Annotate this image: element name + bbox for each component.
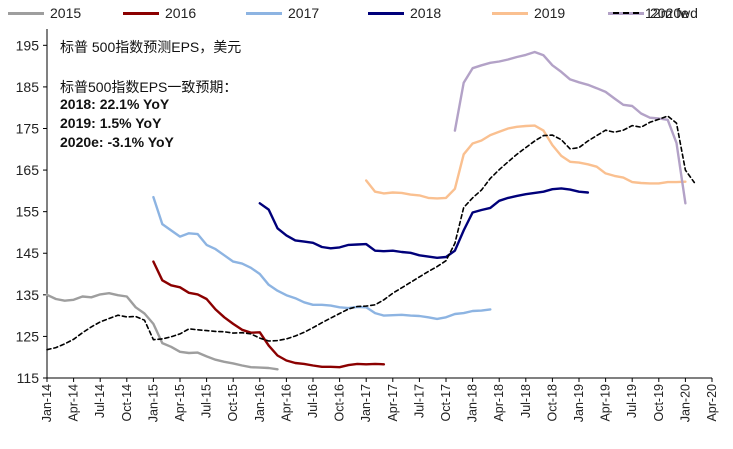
x-tick-label: Jul-19	[625, 384, 639, 418]
x-tick-label: Apr-20	[705, 384, 719, 422]
y-tick-label: 165	[16, 162, 40, 178]
x-tick-label: Apr-18	[492, 384, 506, 422]
legend-swatch	[492, 11, 528, 15]
y-tick-label: 185	[16, 79, 40, 95]
annotation-2018: 2018: 22.1% YoY	[60, 96, 170, 112]
series-line-12m-fwd	[46, 115, 696, 351]
axes: 115 125 135 145 155 165 175 185 195 Jan-14 Apr-14 J…	[16, 29, 719, 422]
x-tick-label: Jul-14	[93, 384, 107, 418]
legend-label: 2017	[288, 5, 320, 21]
x-tick-label: Apr-17	[386, 384, 400, 422]
x-tick-label: Oct-19	[652, 384, 666, 422]
y-tick-label: 125	[16, 328, 40, 344]
series-line-2015	[45, 292, 279, 371]
legend-item-2019: 2019	[492, 3, 565, 23]
legend-item-12m-fwd: 12m fwd	[613, 3, 698, 23]
x-tick-label: Jan-15	[146, 384, 160, 422]
x-tick-label: Apr-14	[67, 384, 81, 422]
x-tick-label: Jul-17	[412, 384, 426, 418]
legend-label: 12m fwd	[645, 5, 698, 21]
series-line-2016	[152, 260, 386, 369]
x-tick-label: Jan-19	[572, 384, 586, 422]
annotation-2020e: 2020e: -3.1% YoY	[60, 134, 174, 150]
series-group	[45, 50, 696, 371]
series-line-2020e	[453, 50, 687, 205]
x-tick-label: Oct-18	[545, 384, 559, 422]
x-tick-label: Jan-16	[253, 384, 267, 422]
legend-label: 2020e	[650, 5, 689, 21]
x-tick-label: Oct-17	[439, 384, 453, 422]
legend-label: 2015	[50, 5, 82, 21]
legend-label: 2016	[165, 5, 197, 21]
legend-swatch	[123, 11, 159, 15]
legend-item-2017: 2017	[246, 3, 319, 23]
x-tick-label: Jan-17	[359, 384, 373, 422]
legend-swatch	[613, 12, 639, 14]
legend-item-2016: 2016	[123, 3, 196, 23]
y-tick-label: 145	[16, 245, 40, 261]
x-tick-label: Jul-16	[306, 384, 320, 418]
x-tick-label: Jan-20	[678, 384, 692, 422]
y-tick-label: 175	[16, 120, 40, 136]
x-tick-label: Jul-15	[200, 384, 214, 418]
annotation-title: 标普 500指数预测EPS，美元	[60, 39, 242, 55]
legend-swatch	[368, 11, 404, 15]
y-tick-label: 115	[17, 370, 40, 386]
y-tick-label: 155	[16, 204, 40, 220]
legend-label: 2018	[410, 5, 442, 21]
legend-label: 2019	[534, 5, 566, 21]
legend-swatch	[246, 11, 282, 15]
legend-item-2018: 2018	[368, 3, 441, 23]
x-tick-label: Jan-18	[466, 384, 480, 422]
x-tick-label: Apr-19	[599, 384, 613, 422]
x-tick-label: Oct-16	[333, 384, 347, 422]
x-tick-label: Jul-18	[519, 384, 533, 418]
x-tick-label: Oct-15	[226, 384, 240, 422]
x-tick-label: Apr-16	[279, 384, 293, 422]
annotation-subtitle: 标普500指数EPS一致预期：	[60, 79, 238, 95]
series-line-2017	[152, 195, 492, 321]
legend-item-2015: 2015	[8, 3, 81, 23]
annotation-2019: 2019: 1.5% YoY	[60, 115, 162, 131]
series-line-2018	[258, 187, 590, 259]
x-tick-label: Apr-15	[173, 384, 187, 422]
series-line-2019	[365, 124, 687, 200]
y-tick-label: 195	[16, 37, 40, 53]
x-tick-label: Jan-14	[40, 384, 54, 422]
legend-swatch	[8, 11, 44, 15]
x-tick-label: Oct-14	[120, 384, 134, 422]
y-tick-label: 135	[16, 287, 40, 303]
